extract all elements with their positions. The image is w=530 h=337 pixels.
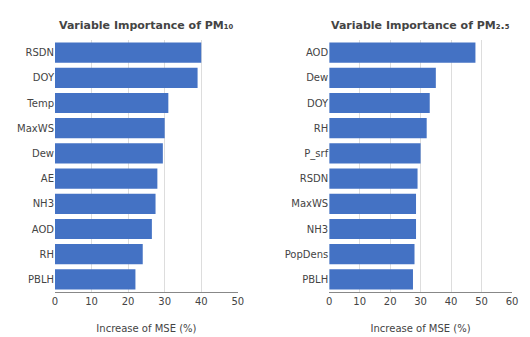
svg-text:20: 20 xyxy=(384,296,397,307)
svg-text:AOD: AOD xyxy=(32,224,55,235)
svg-text:50: 50 xyxy=(231,296,244,307)
svg-text:50: 50 xyxy=(475,296,488,307)
svg-text:RH: RH xyxy=(314,123,328,134)
svg-text:DOY: DOY xyxy=(307,98,329,109)
svg-text:RH: RH xyxy=(40,249,54,260)
svg-text:60: 60 xyxy=(506,296,519,307)
svg-text:20: 20 xyxy=(122,296,135,307)
svg-text:Dew: Dew xyxy=(32,148,54,159)
svg-text:10: 10 xyxy=(85,296,98,307)
svg-text:PBLH: PBLH xyxy=(302,274,328,285)
svg-text:NH3: NH3 xyxy=(307,224,328,235)
svg-text:MaxWS: MaxWS xyxy=(291,198,328,209)
svg-text:DOY: DOY xyxy=(33,72,55,83)
svg-text:P_srf: P_srf xyxy=(304,148,328,160)
svg-text:Dew: Dew xyxy=(306,72,328,83)
svg-text:PBLH: PBLH xyxy=(28,274,54,285)
svg-text:0: 0 xyxy=(326,296,332,307)
svg-text:Variable Importance of PM₁₀: Variable Importance of PM₁₀ xyxy=(59,19,234,32)
svg-text:RSDN: RSDN xyxy=(300,173,328,184)
svg-text:Increase of MSE (%): Increase of MSE (%) xyxy=(96,323,196,334)
svg-text:30: 30 xyxy=(158,296,171,307)
svg-text:Increase of MSE (%): Increase of MSE (%) xyxy=(371,323,471,334)
svg-text:30: 30 xyxy=(414,296,427,307)
svg-text:10: 10 xyxy=(353,296,366,307)
svg-text:AOD: AOD xyxy=(306,47,329,58)
svg-text:PopDens: PopDens xyxy=(285,249,329,260)
svg-text:NH3: NH3 xyxy=(33,198,54,209)
svg-text:Temp: Temp xyxy=(26,98,54,109)
svg-text:40: 40 xyxy=(195,296,208,307)
svg-text:MaxWS: MaxWS xyxy=(17,123,54,134)
svg-text:AE: AE xyxy=(41,173,54,184)
svg-text:0: 0 xyxy=(52,296,58,307)
svg-text:40: 40 xyxy=(445,296,458,307)
svg-text:Variable Importance of PM₂.₅: Variable Importance of PM₂.₅ xyxy=(331,19,510,32)
svg-text:RSDN: RSDN xyxy=(26,47,54,58)
